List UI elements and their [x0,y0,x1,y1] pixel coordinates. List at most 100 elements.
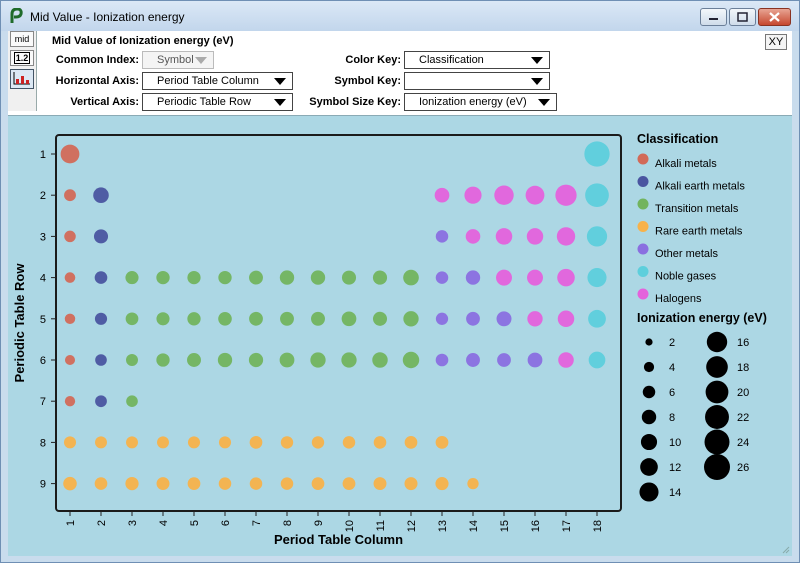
data-point [494,185,514,205]
data-point [126,436,138,449]
x-tick-label: 1 [65,520,77,526]
chevron-down-icon [531,57,543,64]
chevron-down-icon [538,99,550,106]
data-point [64,313,76,325]
data-point [217,352,233,368]
data-point [588,351,606,369]
common-index-select[interactable]: Symbol [142,51,214,69]
data-point [64,354,76,366]
size-legend-label: 8 [669,412,675,424]
data-point [218,477,232,490]
data-point [94,271,108,284]
legend-label: Other metals [655,248,718,260]
data-point [435,271,449,284]
maximize-icon [737,12,748,22]
minimize-button[interactable] [700,8,727,26]
x-tick-label: 8 [282,520,294,526]
size-legend-marker [704,429,730,455]
x-tick-label: 7 [251,520,263,526]
legend-label: Alkali metals [655,158,717,170]
data-point [156,312,170,326]
data-point [94,477,108,490]
size-legend-label: 4 [669,362,675,374]
data-point [187,271,201,285]
data-point [555,184,577,206]
data-point [64,189,76,202]
data-point [187,477,201,490]
client-area: mid 1.2 Mid Value of Ionization energy (… [8,31,792,556]
symbol-size-key-value: Ionization energy (eV) [419,96,527,108]
data-point [125,312,139,326]
data-point [279,352,295,368]
data-point [403,269,419,286]
xy-button[interactable]: XY [765,34,787,50]
data-point [587,268,607,288]
horizontal-axis-select[interactable]: Period Table Column [142,72,293,90]
data-point [187,312,201,326]
size-legend-label: 22 [737,412,749,424]
data-point [557,268,575,287]
color-key-select[interactable]: Classification [404,51,550,69]
data-point [249,436,263,449]
data-point [156,270,170,285]
data-point [249,270,263,285]
data-point [466,311,480,326]
data-point [495,228,513,245]
x-tick-label: 14 [468,520,480,532]
size-legend-marker [705,405,729,429]
data-point [311,477,325,490]
size-legend-title: Ionization energy (eV) [637,311,767,325]
symbol-key-select[interactable] [404,72,550,90]
size-legend-label: 12 [669,462,681,474]
data-point [310,352,326,368]
legend-label: Rare earth metals [655,226,743,238]
symbol-size-key-select[interactable]: Ionization energy (eV) [404,93,557,111]
app-logo-icon [10,8,23,23]
mid-dropdown-button[interactable]: mid [10,31,34,55]
data-point [402,351,420,369]
data-point [279,270,295,285]
data-point [341,352,357,368]
chevron-down-icon [531,78,543,85]
x-tick-label: 17 [561,520,573,532]
x-tick-label: 5 [189,520,201,526]
scatter-chart[interactable]: 1 2 3 4 5 6 7 8 9 10 11 12 13 14 15 16 17 18123456789Peri… [8,116,792,556]
data-point [404,436,418,449]
data-point [218,436,232,449]
color-legend-title: Classification [637,132,718,146]
data-point [280,311,294,326]
y-tick-label: 5 [40,314,46,326]
data-point [404,477,418,491]
data-point [64,230,76,243]
controls-heading: Mid Value of Ionization energy (eV) [52,35,234,47]
title-bar[interactable]: Mid Value - Ionization energy [1,1,799,31]
y-tick-label: 4 [40,273,46,285]
data-point [373,477,387,491]
data-point [126,395,138,408]
maximize-button[interactable] [729,8,756,26]
size-legend-marker [704,454,730,480]
size-legend-marker [641,409,657,425]
data-point [586,226,608,247]
chart-panel: 1 2 3 4 5 6 7 8 9 10 11 12 13 14 15 16 17 18 1 2 3 4 5 6 7 8 9 Peri… [8,115,792,556]
size-legend-marker [645,338,653,346]
y-tick-label: 2 [40,190,46,202]
chevron-down-icon [195,57,207,64]
data-point [93,187,109,203]
vertical-axis-select[interactable]: Periodic Table Row [142,93,293,111]
data-point [187,436,201,449]
size-legend-marker [639,482,659,502]
y-tick-label: 1 [40,149,46,161]
view-toolstrip: mid 1.2 [8,31,37,111]
vertical-axis-value: Periodic Table Row [157,96,251,108]
resize-grip-icon[interactable] [780,544,790,554]
legend-label: Transition metals [655,203,739,215]
number-view-button[interactable]: 1.2 [10,50,34,66]
graph-view-button[interactable] [10,69,34,89]
y-tick-label: 8 [40,437,46,449]
close-button[interactable] [758,8,791,26]
data-point [95,354,107,366]
data-point [311,436,325,449]
x-axis-title: Period Table Column [274,532,403,547]
data-point [557,310,575,328]
